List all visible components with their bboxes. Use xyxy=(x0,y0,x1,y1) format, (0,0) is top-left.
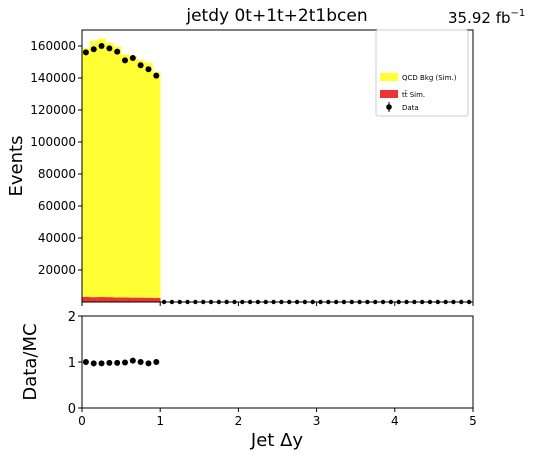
bar-qcd xyxy=(89,41,98,298)
x-tick-label: 1 xyxy=(156,414,164,428)
bar-qcd xyxy=(128,56,138,298)
x-tick-label: 2 xyxy=(235,414,243,428)
data-point xyxy=(90,46,97,53)
data-point xyxy=(82,49,89,56)
ratio-point xyxy=(114,359,121,366)
ratio-point xyxy=(82,359,89,365)
bar-ttbar xyxy=(97,297,106,302)
bar-qcd xyxy=(152,71,161,298)
bar-ttbar xyxy=(82,296,91,302)
y-tick-label: 160000 xyxy=(30,39,76,53)
ratio-point xyxy=(129,357,136,364)
ratio-y-axis-label: Data/MC xyxy=(20,323,41,400)
main-y-axis: 20000 40000 60000 80000 100000 120000 140000 16… xyxy=(30,39,82,277)
y-tick-label: 80000 xyxy=(38,167,76,181)
y-tick-label: 40000 xyxy=(38,231,76,245)
data-point xyxy=(98,43,105,49)
data-point xyxy=(106,45,113,52)
ratio-point xyxy=(98,360,105,367)
ratio-point xyxy=(145,360,152,367)
legend: QCD Bkg (Sim.) tt̄ Sim. Data xyxy=(375,29,469,117)
bar-qcd xyxy=(144,62,153,298)
ratio-point xyxy=(137,359,144,365)
ratio-y-tick-label: 2 xyxy=(68,310,76,325)
main-panel: 20000 40000 60000 80000 100000 120000 140000 16… xyxy=(6,6,525,306)
legend-swatch-qcd xyxy=(380,73,398,81)
data-point xyxy=(114,48,121,55)
bar-ttbar xyxy=(105,297,114,302)
legend-swatch-ttbar xyxy=(380,90,398,98)
bar-qcd xyxy=(121,54,130,298)
ratio-point xyxy=(90,360,97,367)
stack-bars xyxy=(82,38,161,302)
x-tick-label: 0 xyxy=(78,414,86,428)
bar-ttbar xyxy=(128,297,138,302)
ratio-point xyxy=(153,359,160,365)
bar-qcd xyxy=(105,42,114,298)
y-tick-label: 140000 xyxy=(30,71,76,85)
ratio-y-tick-label: 1 xyxy=(68,356,76,371)
main-frame xyxy=(81,29,474,303)
y-tick-label: 100000 xyxy=(30,135,76,149)
bar-ttbar xyxy=(113,297,122,302)
data-point xyxy=(129,55,136,61)
data-point xyxy=(153,72,160,79)
ratio-points xyxy=(82,357,160,367)
bar-ttbar xyxy=(144,297,153,302)
ratio-x-axis: 0 1 2 3 4 5 xyxy=(78,408,477,428)
data-point xyxy=(122,57,129,64)
bar-ttbar xyxy=(89,297,98,302)
lumi-label: 35.92 fb−1 xyxy=(448,8,525,27)
ratio-y-tick-label: 0 xyxy=(68,402,76,417)
bar-qcd xyxy=(97,38,106,298)
legend-label-qcd: QCD Bkg (Sim.) xyxy=(402,74,457,82)
ratio-point xyxy=(122,359,129,366)
bar-qcd xyxy=(82,48,91,297)
y-axis-label: Events xyxy=(6,136,27,197)
data-point xyxy=(145,66,152,73)
legend-label-data: Data xyxy=(402,104,419,112)
bar-qcd xyxy=(113,46,122,298)
y-tick-label: 60000 xyxy=(38,199,76,213)
x-tick-label: 5 xyxy=(469,414,477,428)
main-x-ticks xyxy=(81,302,474,306)
x-tick-label: 3 xyxy=(313,414,321,428)
legend-data-marker xyxy=(386,104,392,110)
y-tick-label: 120000 xyxy=(30,103,76,117)
ratio-point xyxy=(106,359,113,366)
legend-box xyxy=(375,29,469,117)
legend-label-ttbar: tt̄ Sim. xyxy=(402,90,425,99)
data-point xyxy=(137,62,144,69)
x-axis-label: Jet Δy xyxy=(250,430,303,451)
bar-qcd xyxy=(136,60,145,298)
ratio-panel: 0 1 2 0 1 2 3 4 5 Data/MC Jet Δy xyxy=(20,310,477,451)
bar-ttbar xyxy=(121,297,130,302)
y-tick-label: 20000 xyxy=(38,263,76,277)
bar-ttbar xyxy=(136,297,145,302)
ratio-y-axis: 0 1 2 xyxy=(68,310,82,417)
bar-ttbar xyxy=(152,298,161,302)
chart-title: jetdy 0t+1t+2t1bcen xyxy=(185,6,367,26)
x-tick-label: 4 xyxy=(391,414,399,428)
